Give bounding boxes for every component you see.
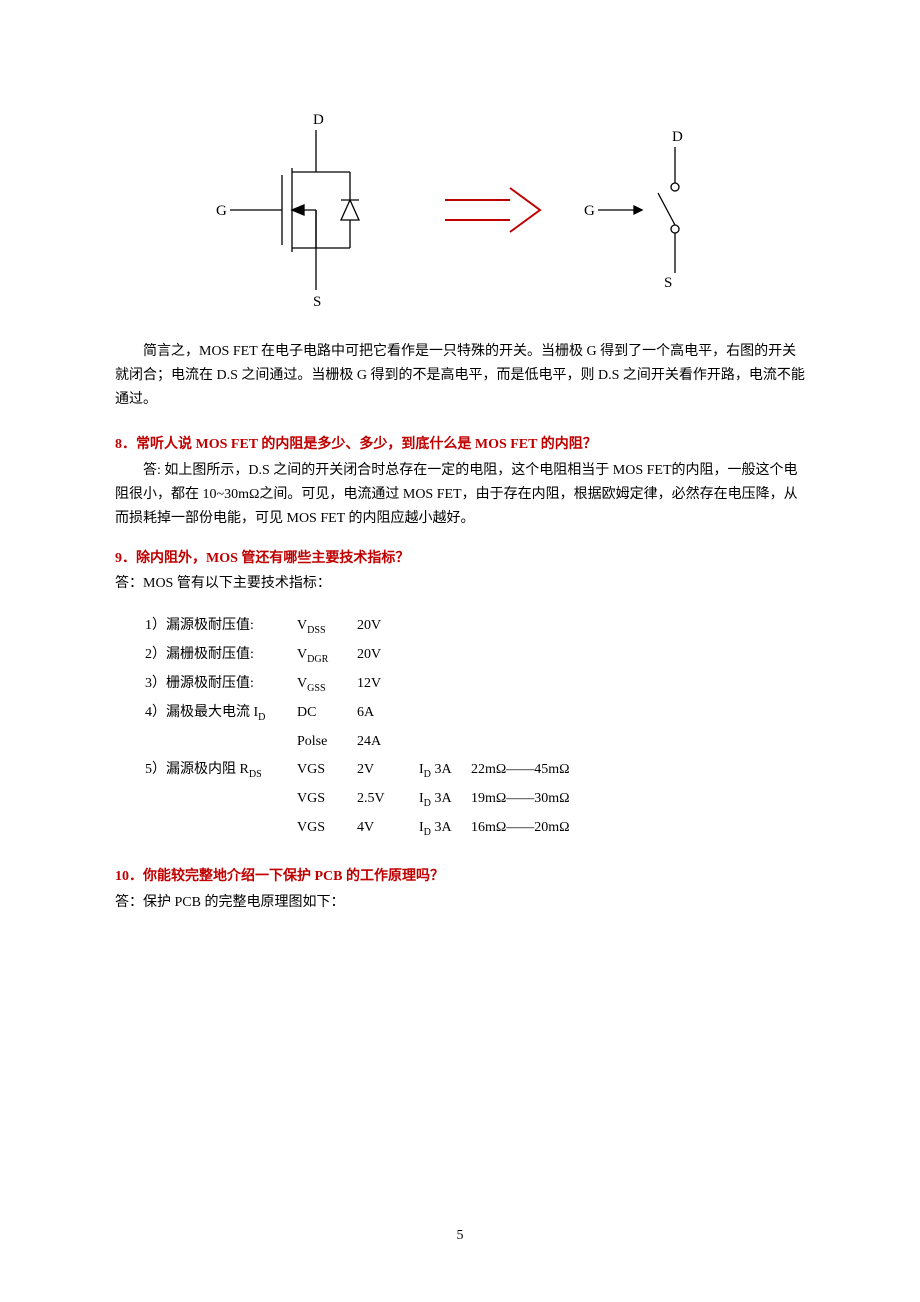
mosfet-g-label: G — [216, 203, 227, 219]
switch-s-label: S — [664, 275, 672, 291]
page-number: 5 — [115, 1224, 805, 1248]
rds-idval: 3A — [434, 820, 451, 835]
spec-row-pulse: Polse 24A — [145, 728, 805, 756]
spec-row: 2）漏栅极耐压值: VDGR 20V — [145, 641, 805, 670]
q9-lead: 答：MOS 管有以下主要技术指标： — [115, 572, 805, 596]
rds-ohm: 16mΩ——20mΩ — [471, 814, 570, 843]
rds-vgval: 2.5V — [357, 785, 407, 814]
spec-label: 3）栅源极耐压值: — [145, 676, 254, 691]
spec-val: 12V — [357, 670, 407, 699]
spec-val: 6A — [357, 699, 407, 728]
rds-vgval: 2V — [357, 756, 407, 785]
spec-val: 20V — [357, 612, 407, 641]
spec-sym: DC — [297, 699, 345, 728]
diagram-row: D G S D G S — [115, 110, 805, 310]
switch-g-label: G — [584, 203, 595, 219]
spec-sub: GSS — [307, 683, 326, 694]
spec-val: 24A — [357, 728, 407, 756]
mosfet-diagram: D G S — [210, 110, 410, 310]
rds-vgs: VGS — [297, 814, 345, 843]
spec-sym: V — [297, 676, 307, 691]
rds-vgval: 4V — [357, 814, 407, 843]
spec-label: 1）漏源极耐压值: — [145, 618, 254, 633]
spec-row-rds: 5）漏源极内阻 RDS VGS 2V ID 3A 22mΩ——45mΩ — [145, 756, 805, 785]
q10-answer: 答：保护 PCB 的完整电原理图如下： — [115, 891, 805, 915]
spec-labelsub: D — [258, 712, 265, 723]
spec-sym: V — [297, 618, 307, 633]
spec-label: 2）漏栅极耐压值: — [145, 647, 254, 662]
implies-arrow — [440, 180, 550, 240]
spec-sub: DGR — [307, 654, 328, 665]
spec-row: 4）漏极最大电流 ID DC 6A — [145, 699, 805, 728]
spec-row: 1）漏源极耐压值: VDSS 20V — [145, 612, 805, 641]
rds-idsub: D — [424, 769, 431, 780]
switch-diagram: D G S — [580, 125, 710, 295]
spec-row-rds: VGS 4V ID 3A 16mΩ——20mΩ — [145, 814, 805, 843]
q8-heading: 8．常听人说 MOS FET 的内阻是多少、多少，到底什么是 MOS FET 的… — [115, 433, 805, 457]
spec-sym: Polse — [297, 728, 345, 756]
rds-sub: DS — [249, 769, 262, 780]
mosfet-s-label: S — [313, 294, 321, 310]
spec-row: 3）栅源极耐压值: VGSS 12V — [145, 670, 805, 699]
spec-val: 20V — [357, 641, 407, 670]
rds-ohm: 22mΩ——45mΩ — [471, 756, 570, 785]
mosfet-d-label: D — [313, 112, 324, 128]
spec-sub: DSS — [307, 625, 326, 636]
spec-table: 1）漏源极耐压值: VDSS 20V 2）漏栅极耐压值: VDGR 20V 3）… — [145, 612, 805, 843]
spec-sym: V — [297, 647, 307, 662]
rds-vgs: VGS — [297, 785, 345, 814]
rds-ohm: 19mΩ——30mΩ — [471, 785, 570, 814]
rds-idval: 3A — [434, 762, 451, 777]
q8-answer: 答: 如上图所示，D.S 之间的开关闭合时总存在一定的电阻，这个电阻相当于 MO… — [115, 459, 805, 530]
q10-heading: 10．你能较完整地介绍一下保护 PCB 的工作原理吗？ — [115, 865, 805, 889]
q9-heading: 9．除内阻外，MOS 管还有哪些主要技术指标？ — [115, 547, 805, 571]
rds-label: 5）漏源极内阻 R — [145, 762, 249, 777]
rds-vgs: VGS — [297, 756, 345, 785]
rds-idsub: D — [424, 798, 431, 809]
rds-idsub: D — [424, 827, 431, 838]
rds-idval: 3A — [434, 791, 451, 806]
spec-label: 4）漏极最大电流 I — [145, 705, 258, 720]
spec-row-rds: VGS 2.5V ID 3A 19mΩ——30mΩ — [145, 785, 805, 814]
switch-d-label: D — [672, 129, 683, 145]
intro-paragraph: 简言之，MOS FET 在电子电路中可把它看作是一只特殊的开关。当栅极 G 得到… — [115, 340, 805, 411]
